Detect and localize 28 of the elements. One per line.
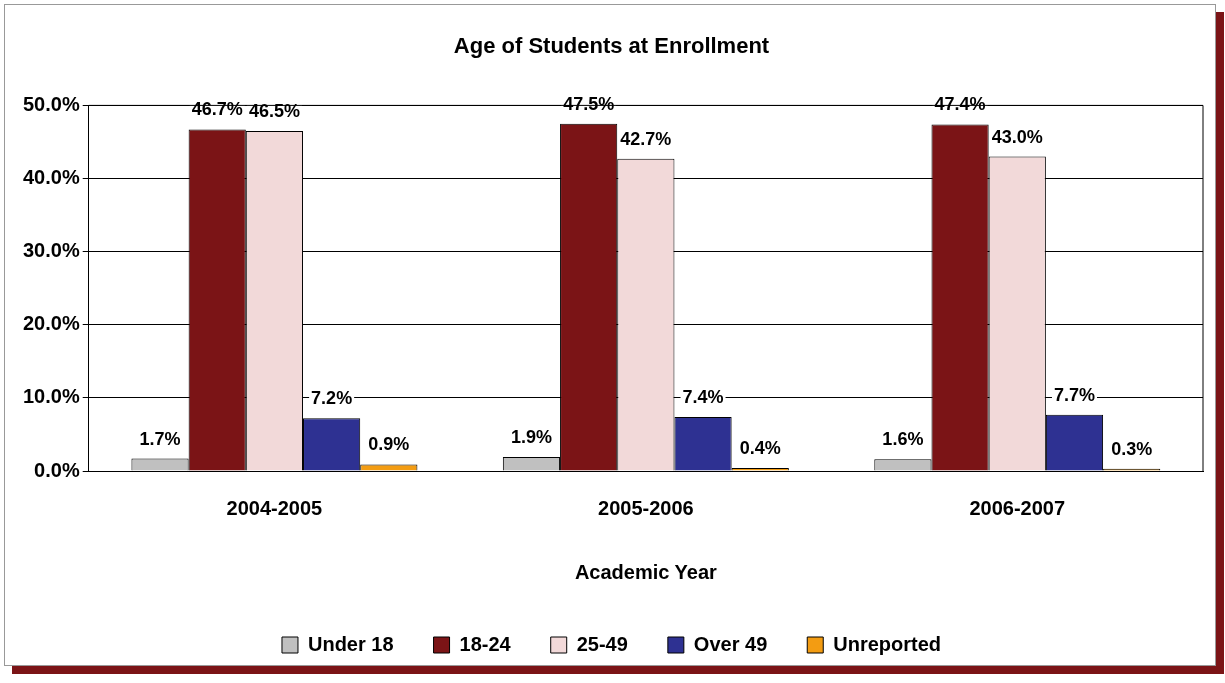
data-label: 0.3% — [1111, 438, 1153, 459]
data-label: 1.9% — [510, 427, 552, 448]
x-tick-label: 2004-2005 — [226, 496, 323, 519]
data-label: 43.0% — [991, 126, 1043, 147]
y-tick-label: 10.0% — [22, 385, 80, 408]
data-label: 7.4% — [682, 386, 724, 407]
y-tick-label: 20.0% — [22, 312, 80, 335]
data-label: 7.7% — [1053, 384, 1095, 405]
data-label: 1.6% — [882, 429, 924, 450]
x-tick-label: 2006-2007 — [969, 496, 1066, 519]
legend-label: 18-24 — [459, 632, 512, 655]
chart-title: Age of Students at Enrollment — [453, 33, 770, 59]
legend-label: 25-49 — [576, 632, 628, 655]
y-tick-label: 0.0% — [34, 458, 80, 481]
data-label: 46.5% — [248, 100, 300, 121]
data-label: 0.9% — [368, 434, 410, 455]
legend-label: Over 49 — [693, 632, 768, 655]
x-axis-title: Academic Year — [574, 560, 718, 583]
data-label: 42.7% — [620, 128, 672, 149]
data-label: 7.2% — [311, 388, 353, 409]
legend-label: Under 18 — [307, 632, 394, 655]
x-tick-label: 2005-2006 — [598, 496, 694, 519]
y-tick-label: 30.0% — [22, 239, 80, 262]
data-label: 0.4% — [739, 438, 781, 459]
y-tick-label: 50.0% — [22, 92, 80, 115]
y-tick-label: 40.0% — [22, 166, 80, 189]
data-label: 1.7% — [139, 428, 181, 449]
legend-label: Unreported — [833, 632, 942, 655]
